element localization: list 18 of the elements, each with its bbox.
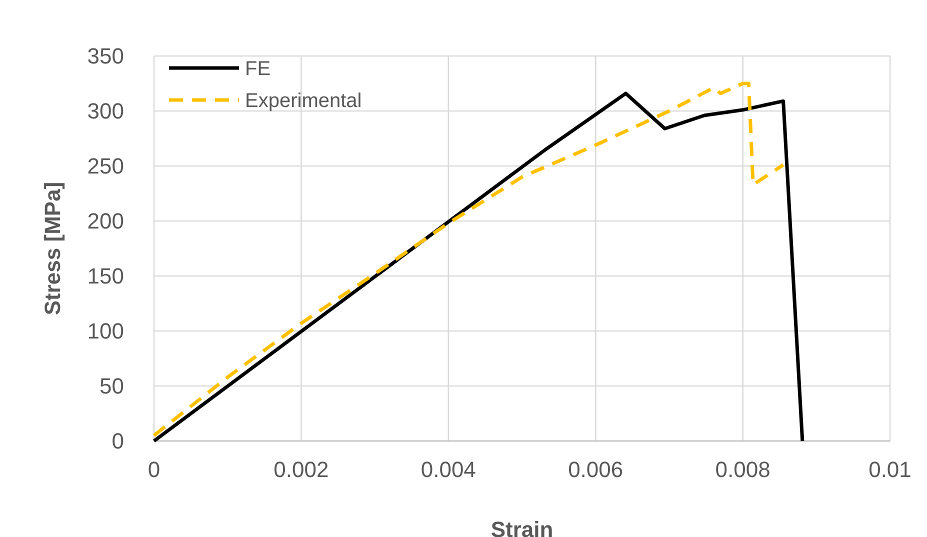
y-tick-label: 0 [112,428,124,454]
y-tick-label: 100 [87,318,124,344]
x-axis-title: Strain [490,517,554,537]
y-tick-label: 250 [87,154,124,179]
x-tick-label: 0.008 [715,457,770,482]
x-tick-label: 0.01 [868,457,912,482]
x-tick-label: 0.004 [420,457,476,482]
legend-label: FE [245,58,271,80]
y-tick-label: 300 [87,98,124,124]
x-tick-label: 0 [148,457,160,482]
x-tick-label: 0.006 [568,457,624,482]
x-tick-label: 0.002 [274,457,329,482]
y-tick-label: 200 [87,208,124,234]
y-tick-label: 50 [100,374,124,399]
y-tick-label: 350 [87,44,124,69]
y-axis-title: Stress [MPa] [40,182,65,316]
legend-label: Experimental [245,90,362,112]
y-tick-label: 150 [87,264,124,289]
